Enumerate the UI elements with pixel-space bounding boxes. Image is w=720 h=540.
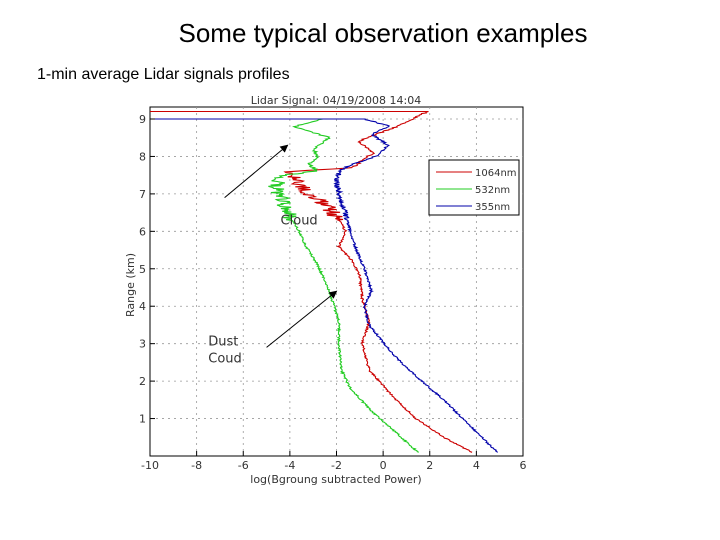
x-tick-label: 4 bbox=[473, 459, 480, 472]
slide-title: Some typical observation examples bbox=[178, 18, 588, 48]
x-tick-label: -8 bbox=[191, 459, 202, 472]
x-tick-label: -6 bbox=[238, 459, 249, 472]
series-layer bbox=[150, 110, 499, 453]
y-tick-label: 2 bbox=[139, 375, 146, 388]
grid bbox=[150, 107, 523, 456]
y-axis-label: Range (km) bbox=[124, 253, 137, 317]
y-tick-label: 1 bbox=[139, 413, 146, 426]
annotation-label: Dust bbox=[208, 335, 238, 350]
annotation-arrow bbox=[266, 290, 338, 348]
series-line-355nm bbox=[150, 118, 499, 453]
slide-subtitle: 1-min average Lidar signals profiles bbox=[37, 66, 290, 83]
legend-label-532: 532nm bbox=[475, 185, 510, 196]
chart-title: Lidar Signal: 04/19/2008 14:04 bbox=[251, 94, 422, 107]
legend-label-355: 355nm bbox=[475, 202, 510, 213]
x-tick-label: 6 bbox=[520, 459, 527, 472]
x-tick-label: -4 bbox=[284, 459, 295, 472]
series-line-532nm bbox=[150, 118, 420, 453]
y-tick-label: 4 bbox=[139, 300, 146, 313]
y-tick-label: 8 bbox=[139, 150, 146, 163]
annotation-arrow bbox=[224, 144, 289, 199]
x-tick-label: -2 bbox=[331, 459, 342, 472]
annotation-label: Cloud bbox=[281, 214, 318, 229]
ticks: -10 -8 -6 -4 -2 0 2 4 6 1 2 3 4 5 6 7 8 9 bbox=[139, 113, 527, 472]
y-tick-label: 3 bbox=[139, 338, 146, 351]
series-line-1064nm bbox=[150, 110, 473, 453]
legend: 1064nm 532nm 355nm bbox=[428, 159, 520, 216]
y-tick-label: 6 bbox=[139, 225, 146, 238]
x-tick-label: 0 bbox=[380, 459, 387, 472]
y-tick-label: 7 bbox=[139, 188, 146, 201]
x-axis-label: log(Bgroung subtracted Power) bbox=[250, 473, 421, 486]
legend-label-1064: 1064nm bbox=[475, 168, 517, 179]
y-tick-label: 9 bbox=[139, 113, 146, 126]
x-tick-label: -10 bbox=[141, 459, 159, 472]
y-tick-label: 5 bbox=[139, 263, 146, 276]
annotation-label: Coud bbox=[208, 352, 242, 367]
annotations: Cloud Dust Coud bbox=[208, 144, 338, 367]
x-tick-label: 2 bbox=[426, 459, 433, 472]
